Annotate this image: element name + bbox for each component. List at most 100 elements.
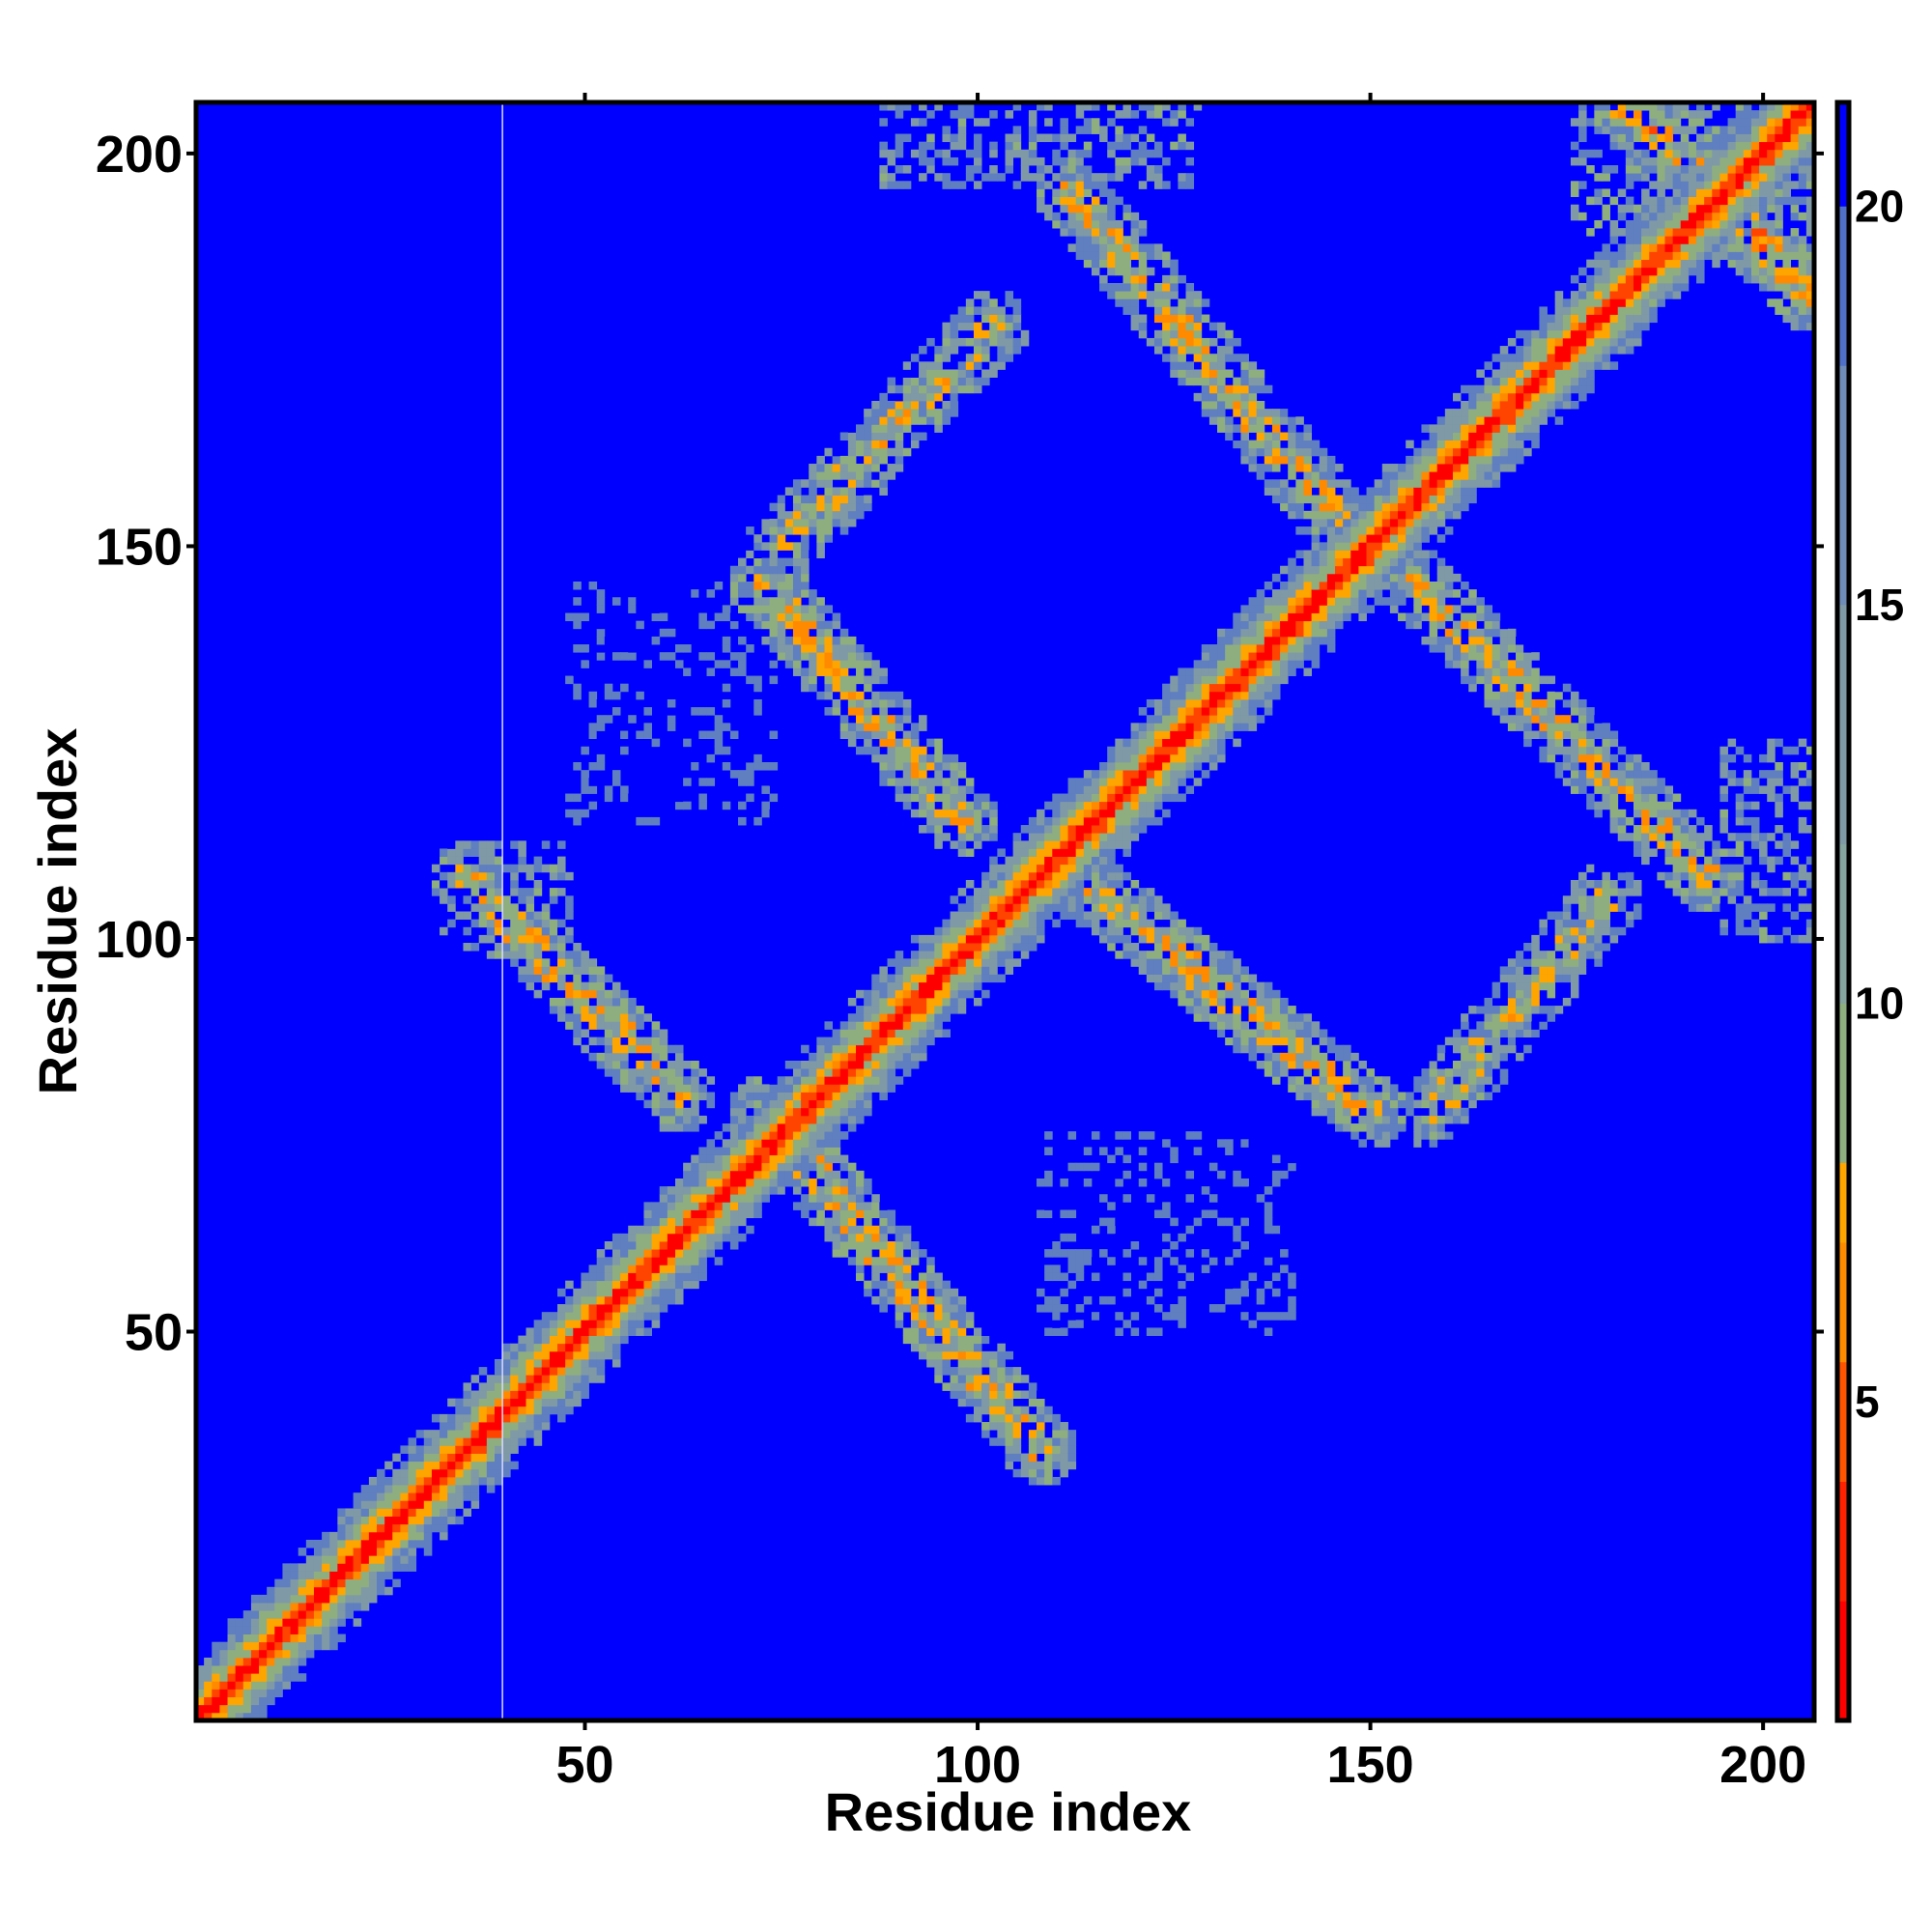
heatmap-cell (573, 974, 582, 983)
heatmap-cell (1146, 133, 1155, 143)
heatmap-cell (1005, 322, 1014, 331)
heatmap-cell (1303, 636, 1313, 645)
heatmap-cell (856, 989, 865, 999)
heatmap-cell (824, 510, 834, 520)
heatmap-cell (636, 816, 644, 826)
heatmap-cell (1303, 1037, 1313, 1046)
heatmap-cell (1067, 133, 1077, 143)
heatmap-cell (784, 1092, 794, 1101)
heatmap-cell (769, 1178, 779, 1187)
heatmap-cell (204, 1689, 213, 1698)
heatmap-cell (919, 958, 927, 967)
heatmap-cell (934, 840, 943, 849)
heatmap-cell (1288, 1154, 1296, 1164)
heatmap-cell (1185, 707, 1195, 716)
heatmap-cell (769, 1115, 779, 1124)
heatmap-cell (611, 1076, 621, 1085)
heatmap-cell (1138, 785, 1148, 794)
heatmap-cell (674, 1209, 684, 1219)
heatmap-cell (1060, 173, 1068, 182)
heatmap-cell (360, 1539, 370, 1548)
heatmap-cell (1208, 1304, 1218, 1313)
heatmap-cell (1122, 236, 1131, 244)
heatmap-cell (1107, 219, 1116, 229)
heatmap-cell (1248, 447, 1258, 457)
heatmap-cell (1130, 236, 1140, 244)
heatmap-cell (659, 1037, 668, 1046)
heatmap-cell (611, 770, 621, 779)
heatmap-cell (1271, 1320, 1281, 1328)
heatmap-cell (1138, 141, 1148, 151)
heatmap-cell (816, 691, 825, 700)
heatmap-cell (847, 1186, 857, 1195)
heatmap-cell (1208, 951, 1218, 959)
heatmap-cell (879, 424, 888, 433)
heatmap-cell (698, 620, 707, 630)
heatmap-cell (1130, 291, 1140, 299)
heatmap-cell (581, 1327, 589, 1336)
heatmap-cell (1115, 133, 1123, 143)
heatmap-cell (659, 1076, 668, 1085)
heatmap-cell (871, 447, 880, 457)
heatmap-cell (510, 888, 519, 896)
heatmap-cell (486, 1485, 496, 1493)
heatmap-cell (824, 660, 834, 668)
heatmap-cell (659, 1249, 668, 1258)
heatmap-cell (1311, 471, 1321, 480)
heatmap-cell (1060, 801, 1068, 810)
heatmap-cell (746, 1186, 754, 1195)
heatmap-cell (1201, 384, 1210, 394)
heatmap-cell (777, 620, 786, 630)
heatmap-cell (919, 416, 927, 425)
heatmap-cell (1288, 510, 1296, 520)
heatmap-cell (643, 1209, 653, 1219)
heatmap-cell (1099, 879, 1108, 889)
heatmap-cell (1020, 919, 1030, 928)
heatmap-cell (1037, 188, 1045, 197)
heatmap-cell (902, 770, 912, 779)
heatmap-cell (769, 542, 779, 551)
heatmap-cell (792, 1154, 802, 1164)
heatmap-cell (274, 1641, 283, 1651)
heatmap-cell (1178, 943, 1186, 952)
heatmap-cell (1288, 1044, 1296, 1054)
heatmap-cell (950, 1320, 959, 1328)
heatmap-cell (259, 1603, 268, 1611)
heatmap-cell (746, 1092, 754, 1101)
heatmap-cell (1130, 833, 1140, 841)
heatmap-cell (753, 605, 762, 613)
heatmap-cell (1233, 1037, 1241, 1046)
heatmap-cell (1146, 966, 1155, 975)
heatmap-cell (1067, 1437, 1077, 1446)
heatmap-cell (674, 1099, 684, 1109)
heatmap-cell (997, 871, 1006, 881)
heatmap-cell (486, 1468, 496, 1478)
heatmap-cell (659, 746, 668, 755)
heatmap-cell (611, 1320, 621, 1328)
heatmap-cell (1107, 267, 1116, 276)
heatmap-cell (573, 1327, 582, 1336)
heatmap-cell (847, 644, 857, 653)
heatmap-cell (1217, 424, 1226, 433)
heatmap-cell (792, 479, 802, 488)
heatmap-cell (518, 848, 526, 857)
heatmap-cell (1280, 997, 1289, 1007)
heatmap-cell (1153, 707, 1163, 716)
heatmap-cell (919, 1304, 927, 1313)
heatmap-cell (455, 1485, 464, 1493)
heatmap-cell (784, 1076, 794, 1085)
heatmap-cell (809, 1194, 817, 1203)
heatmap-cell (1115, 753, 1123, 763)
heatmap-cell (227, 1641, 237, 1651)
heatmap-cell (1052, 1437, 1061, 1446)
heatmap-cell (942, 762, 951, 771)
heatmap-cell (832, 1052, 841, 1062)
heatmap-cell (573, 816, 582, 826)
heatmap-cell (1217, 1139, 1226, 1148)
heatmap-cell (1256, 1312, 1265, 1321)
heatmap-cell (1037, 156, 1045, 166)
heatmap-cell (620, 1304, 629, 1313)
heatmap-cell (1201, 997, 1210, 1007)
heatmap-cell (895, 133, 904, 143)
heatmap-cell (368, 1531, 378, 1541)
